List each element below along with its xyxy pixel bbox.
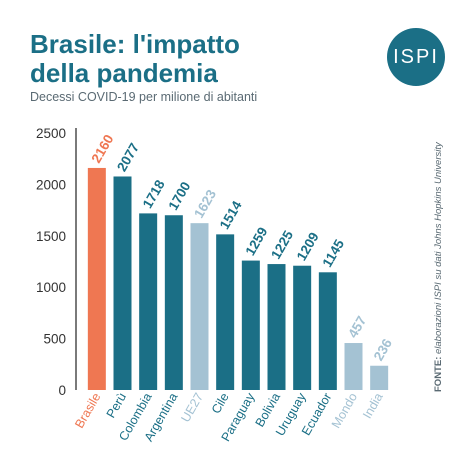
bar	[344, 343, 363, 390]
bar	[267, 264, 286, 390]
bar	[164, 215, 183, 390]
category-label: Brasile	[72, 390, 103, 430]
bar	[190, 223, 209, 390]
bar	[216, 234, 235, 390]
title-line-1: Brasile: l'impatto	[30, 29, 240, 59]
bar	[139, 213, 158, 390]
bar	[318, 272, 337, 390]
bar-value-label: 236	[371, 336, 395, 363]
bar-value-label: 2160	[88, 132, 116, 166]
y-tick-label: 2500	[36, 126, 66, 141]
category-label: UE27	[178, 390, 206, 424]
bar-value-label: 1209	[294, 230, 322, 264]
ispi-logo: ISPI	[387, 28, 445, 86]
bar-value-label: 1225	[268, 228, 296, 262]
bar-value-label: 1514	[217, 198, 245, 232]
y-tick-label: 1000	[36, 280, 66, 295]
bar-value-label: 457	[345, 314, 369, 341]
bar	[293, 265, 312, 390]
bar-value-label: 1700	[165, 179, 193, 213]
bar	[241, 260, 260, 390]
category-label: Mondo	[329, 390, 360, 430]
bar-value-label: 1145	[319, 237, 347, 270]
bar-value-label: 1718	[140, 177, 168, 211]
bar	[87, 167, 106, 390]
y-tick-label: 2000	[36, 177, 66, 192]
category-label: Perù	[104, 390, 129, 420]
category-label: Cile	[209, 390, 232, 416]
chart-subtitle: Decessi COVID-19 per milione di abitanti	[30, 90, 258, 104]
y-tick-label: 1500	[36, 229, 66, 244]
y-tick-label: 500	[43, 332, 66, 347]
bar-value-label: 2077	[114, 140, 142, 174]
bar	[370, 365, 389, 390]
bar-value-label: 1259	[242, 225, 270, 259]
bar	[113, 176, 132, 390]
bar-value-label: 1623	[191, 187, 219, 221]
y-tick-label: 0	[58, 383, 66, 398]
chart-title: Brasile: l'impatto della pandemia	[30, 30, 360, 88]
category-label: India	[360, 390, 386, 421]
title-line-2: della pandemia	[30, 58, 218, 88]
